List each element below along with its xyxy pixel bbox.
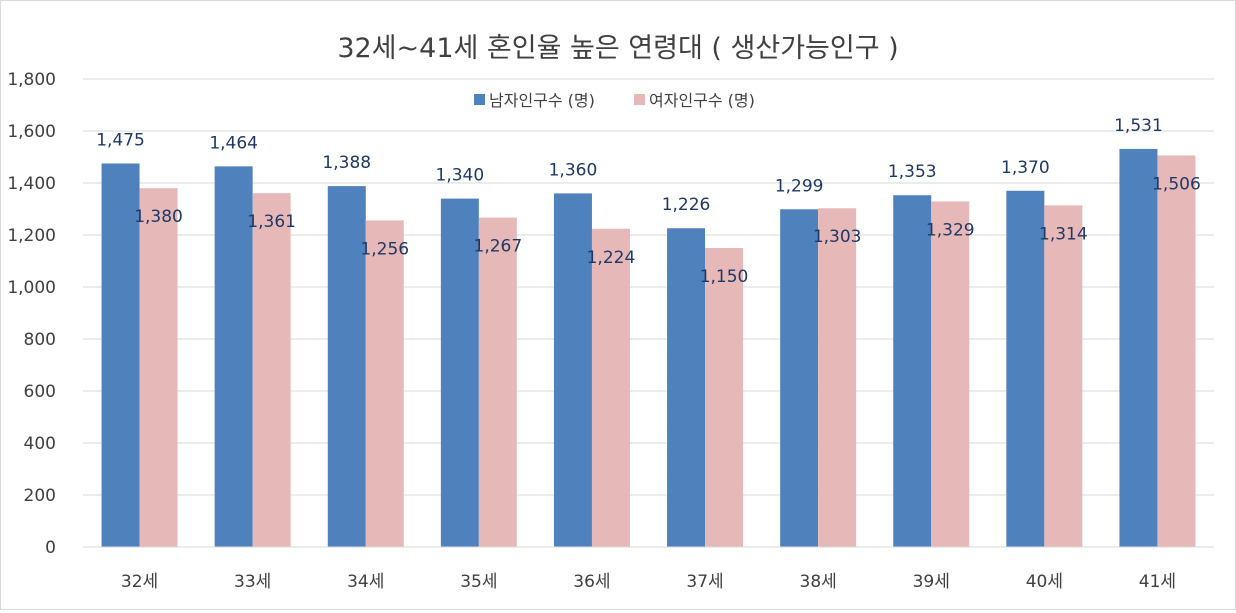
- data-label: 1,361: [247, 212, 296, 232]
- x-tick-label: 39세: [913, 572, 950, 592]
- bar: [478, 217, 517, 547]
- data-label: 1,226: [662, 195, 711, 215]
- bar: [101, 163, 140, 547]
- data-label: 1,360: [549, 160, 598, 180]
- data-label: 1,224: [587, 248, 636, 268]
- data-label: 1,256: [360, 239, 409, 259]
- data-label: 1,314: [1039, 224, 1088, 244]
- data-labels: 1,475 1,380 1,464 1,361 1,388 1,256 1,340 1,267…: [96, 116, 1201, 287]
- y-tick-label: 400: [24, 434, 56, 454]
- data-label: 1,380: [134, 207, 183, 227]
- data-label: 1,475: [96, 131, 145, 151]
- legend-swatch: [474, 94, 485, 105]
- bar: [327, 186, 366, 547]
- bar: [780, 209, 819, 547]
- bar: [591, 228, 630, 547]
- bar: [705, 248, 744, 547]
- y-tick-label: 0: [45, 538, 56, 558]
- chart-title: 32세~41세 혼인율 높은 연령대 ( 생산가능인구 ): [337, 33, 898, 64]
- x-axis: 32세 33세 34세 35세 36세 37세 38세 39세 40세 41세: [83, 546, 1214, 592]
- data-label: 1,267: [474, 237, 523, 257]
- bar: [440, 198, 479, 547]
- data-label: 1,388: [322, 153, 371, 173]
- bar: [818, 208, 857, 547]
- bar: [139, 188, 178, 547]
- x-tick-label: 40세: [1026, 572, 1063, 592]
- y-axis: 0 200 400 600 800 1,000 1,200 1,400 1,600 1,800: [7, 70, 56, 558]
- data-label: 1,370: [1001, 158, 1050, 178]
- x-tick-label: 38세: [800, 572, 837, 592]
- data-label: 1,506: [1152, 174, 1201, 194]
- bar: [214, 166, 253, 548]
- x-tick-label: 37세: [686, 572, 723, 592]
- bar: [931, 201, 970, 547]
- data-label: 1,340: [436, 166, 485, 186]
- y-tick-label: 200: [24, 486, 56, 506]
- data-label: 1,464: [209, 133, 258, 153]
- bar: [667, 228, 706, 548]
- bar: [1006, 190, 1045, 548]
- data-label: 1,150: [700, 267, 749, 287]
- data-label: 1,531: [1114, 116, 1163, 136]
- bar: [1044, 205, 1083, 548]
- bars: [101, 148, 1196, 548]
- legend: 남자인구수 (명) 여자인구수 (명): [474, 91, 755, 110]
- data-label: 1,353: [888, 162, 937, 182]
- bar: [1119, 148, 1158, 547]
- bar: [893, 195, 932, 547]
- bar: [252, 193, 291, 547]
- legend-label: 남자인구수 (명): [489, 91, 595, 110]
- x-tick-label: 35세: [460, 572, 497, 592]
- x-tick-label: 41세: [1139, 572, 1176, 592]
- legend-swatch: [634, 94, 645, 105]
- x-tick-label: 36세: [573, 572, 610, 592]
- y-tick-label: 800: [24, 330, 56, 350]
- x-tick-label: 34세: [347, 572, 384, 592]
- y-tick-label: 1,800: [7, 70, 56, 90]
- y-tick-label: 600: [24, 382, 56, 402]
- bar: [553, 193, 592, 547]
- y-tick-label: 1,200: [7, 226, 56, 246]
- bar: [1157, 155, 1196, 547]
- data-label: 1,303: [813, 227, 862, 247]
- x-tick-label: 32세: [121, 572, 158, 592]
- legend-label: 여자인구수 (명): [649, 91, 755, 110]
- y-tick-label: 1,600: [7, 122, 56, 142]
- x-tick-label: 33세: [234, 572, 271, 592]
- y-tick-label: 1,000: [7, 278, 56, 298]
- data-label: 1,299: [775, 176, 824, 196]
- y-tick-label: 1,400: [7, 174, 56, 194]
- bar: [365, 220, 404, 547]
- data-label: 1,329: [926, 220, 975, 240]
